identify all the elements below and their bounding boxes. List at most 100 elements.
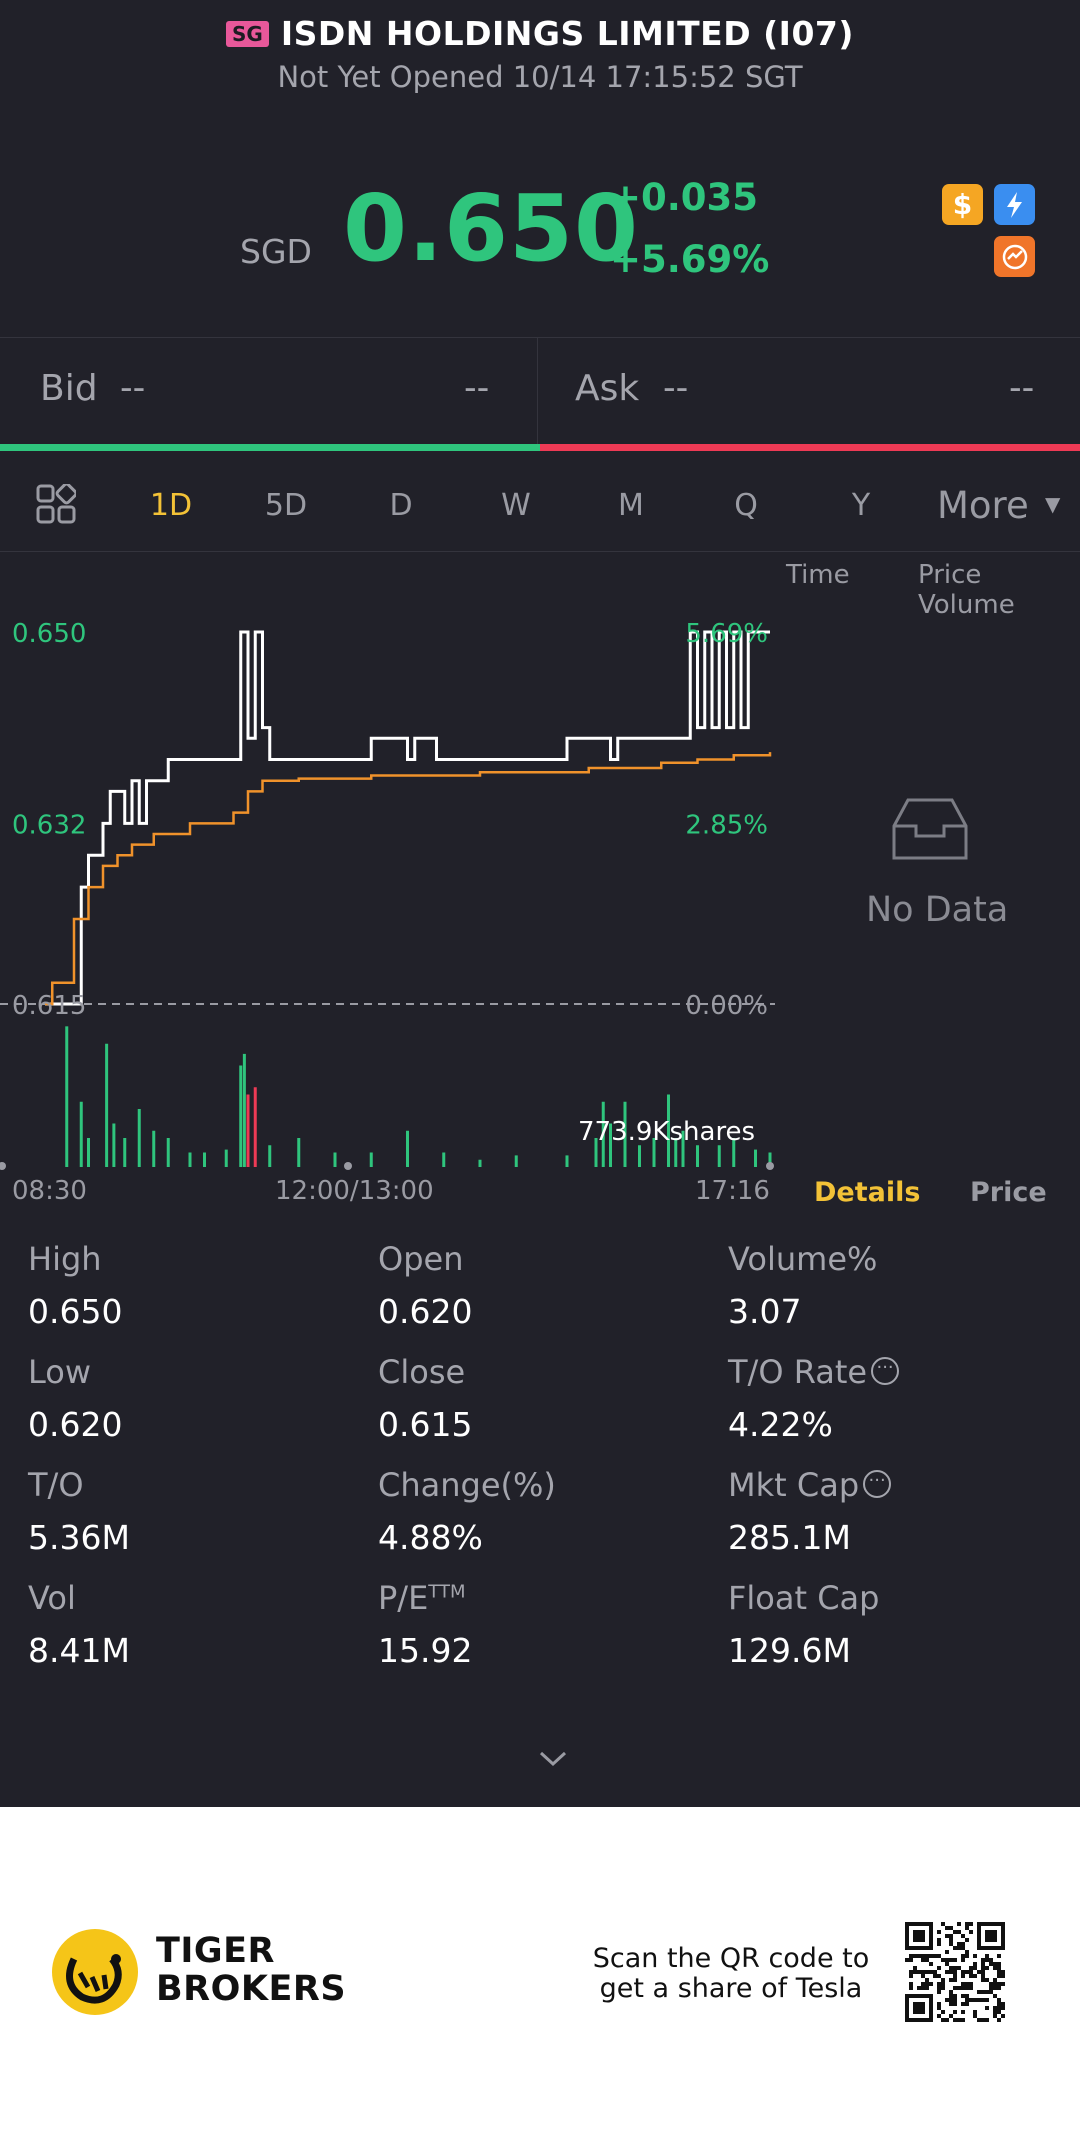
volume-bar: [478, 1159, 482, 1167]
price-tab[interactable]: Price: [970, 1177, 1047, 1208]
open-value: 0.620: [378, 1292, 473, 1331]
volume-bar: [297, 1138, 301, 1167]
volume-percent-value: 3.07: [728, 1292, 802, 1331]
qr-code: [905, 1922, 1005, 2022]
brand-name-line-2: BROKERS: [156, 1969, 347, 2009]
volume-bar: [369, 1152, 373, 1167]
turnover-rate-value: 4.22%: [728, 1405, 833, 1444]
tab-more[interactable]: More: [937, 484, 1029, 527]
volume-bar: [696, 1145, 699, 1167]
header: SG ISDN HOLDINGS LIMITED (I07) Not Yet O…: [0, 0, 1080, 110]
turnover-label: T/O: [28, 1466, 84, 1504]
brand-name-line-1: TIGER: [156, 1931, 275, 1971]
tab-m[interactable]: M: [618, 488, 644, 523]
last-price: 0.650: [343, 175, 640, 282]
market-cap-value: 285.1M: [728, 1518, 851, 1557]
price-line: [45, 630, 770, 1006]
axis-dot: [766, 1162, 774, 1170]
volume-bar: [768, 1152, 772, 1167]
axis-dot: [0, 1162, 6, 1170]
divider: [0, 551, 1080, 552]
close-value: 0.615: [378, 1405, 473, 1444]
ask-box[interactable]: Ask -- --: [539, 338, 1080, 446]
volume-bar: [246, 1094, 250, 1167]
volume-bar: [601, 1101, 605, 1167]
more-info-icon[interactable]: ···: [863, 1470, 892, 1498]
x-tick-label: 08:30: [12, 1176, 87, 1206]
volume-bar: [652, 1138, 656, 1167]
volume-bar: [333, 1152, 337, 1167]
volume-bar: [166, 1138, 170, 1167]
volume-bar: [565, 1155, 569, 1167]
title-row: SG ISDN HOLDINGS LIMITED (I07): [0, 14, 1080, 53]
bid-label: Bid: [40, 368, 98, 409]
time-tab[interactable]: Time: [786, 560, 850, 590]
period-tabs: 1D 5D D W M Q Y More ▼: [0, 470, 1080, 550]
layout-grid-icon[interactable]: [36, 484, 76, 524]
tab-1d[interactable]: 1D: [149, 488, 193, 523]
more-info-icon[interactable]: ···: [871, 1357, 900, 1385]
promo-text-line-1: Scan the QR code to: [592, 1943, 870, 1974]
no-data-label: No Data: [866, 890, 1009, 930]
stock-title: ISDN HOLDINGS LIMITED (I07): [280, 14, 854, 53]
volume-bar: [514, 1155, 518, 1167]
volume-bar: [442, 1152, 446, 1167]
price-volume-tab[interactable]: Price Volume: [918, 560, 1015, 620]
volume-bar: [253, 1087, 257, 1167]
dollar-icon[interactable]: $: [942, 184, 983, 225]
market-badge: SG: [226, 20, 269, 47]
high-label: High: [28, 1240, 102, 1278]
chevron-down-icon[interactable]: ▼: [1045, 492, 1061, 516]
tiger-logo: [52, 1929, 138, 2015]
y-tick-label: 0.650: [12, 619, 86, 649]
volume-bar: [609, 1123, 612, 1167]
tab-y[interactable]: Y: [851, 488, 871, 523]
empty-tray-icon: [892, 798, 968, 860]
pe-value: 15.92: [378, 1631, 473, 1670]
volume-bar: [137, 1109, 141, 1167]
close-label: Close: [378, 1353, 466, 1391]
volume-bar: [123, 1138, 127, 1167]
y-tick-label: 2.85%: [685, 810, 768, 840]
tab-q[interactable]: Q: [734, 488, 758, 523]
volume-bar: [638, 1145, 641, 1167]
x-tick-label: 17:16: [695, 1176, 770, 1206]
bid-ask-panel: Bid -- -- Ask -- --: [0, 338, 1080, 446]
bid-box[interactable]: Bid -- --: [0, 338, 538, 446]
open-label: Open: [378, 1240, 464, 1278]
volume-bar: [87, 1138, 90, 1167]
low-value: 0.620: [28, 1405, 123, 1444]
ask-size: --: [1009, 368, 1035, 408]
change-percent-label: Change(%): [378, 1466, 556, 1504]
volume-bar: [152, 1130, 156, 1167]
turnover-rate-label: T/O Rate: [728, 1353, 868, 1391]
volume-bar: [242, 1053, 246, 1167]
details-tab[interactable]: Details: [814, 1177, 921, 1208]
chevron-down-icon[interactable]: [537, 1748, 569, 1770]
tab-w[interactable]: W: [501, 488, 531, 523]
volume-bar: [667, 1094, 670, 1167]
swap-icon[interactable]: [994, 236, 1035, 277]
market-cap-label: Mkt Cap: [728, 1466, 860, 1504]
flash-icon[interactable]: [994, 184, 1035, 225]
volume-bar: [188, 1152, 192, 1167]
bid-size: --: [464, 368, 490, 408]
volume-bar: [674, 1138, 678, 1167]
volume-bar: [79, 1101, 83, 1167]
ask-label: Ask: [575, 368, 640, 409]
intraday-chart[interactable]: 0.650 0.632 0.615 5.69% 2.85% 0.00% 773.9Kshar…: [0, 552, 780, 1177]
volume-bar: [594, 1138, 598, 1167]
volume-bar: [681, 1130, 685, 1167]
volume-bar: [623, 1101, 627, 1167]
turnover-value: 5.36M: [28, 1518, 130, 1557]
price-change: +0.035: [610, 176, 759, 219]
tab-d[interactable]: D: [389, 488, 413, 523]
volume-bar: [105, 1043, 109, 1167]
volume-bar: [717, 1145, 721, 1167]
avg-price-line: [45, 752, 772, 1006]
tab-5d[interactable]: 5D: [264, 488, 308, 523]
volume-value: 8.41M: [28, 1631, 130, 1670]
volume-percent-label: Volume%: [728, 1240, 878, 1278]
float-cap-value: 129.6M: [728, 1631, 851, 1670]
volume-bar: [65, 1026, 69, 1167]
